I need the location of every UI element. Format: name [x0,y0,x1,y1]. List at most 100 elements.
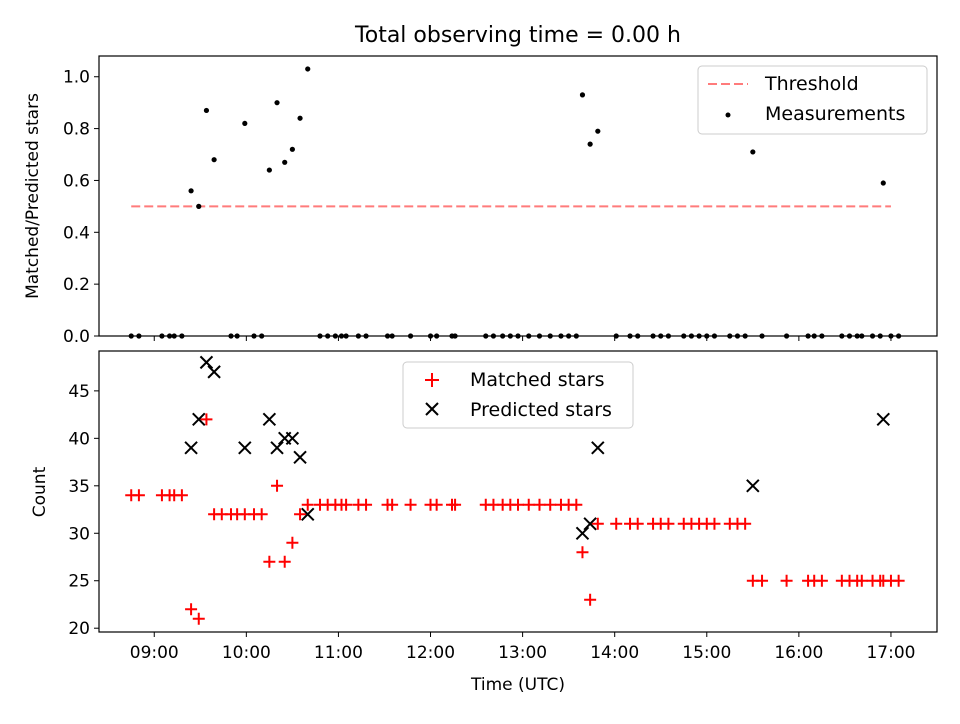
x-tick-label: 17:00 [866,643,915,663]
x-tick-label: 11:00 [314,643,363,663]
predicted-star-point [192,412,206,427]
predicted-star-point [575,526,590,540]
measurement-point [242,120,248,127]
x-tick-label: 14:00 [590,643,639,663]
ratio-legend: Threshold Measurements [697,65,928,135]
predicted-star-point [207,365,221,379]
measurement-point [266,167,272,173]
matched-legend-swatch [425,373,439,387]
ratio-y-tick-label: 1.0 [63,68,90,88]
ratio-y-tick-label: 0.8 [63,120,90,140]
matched-star-point [892,574,905,587]
count-y-tick-label: 45 [68,382,90,402]
predicted-star-point [262,412,277,427]
matched-star-point [815,574,828,587]
measurement-point [211,157,217,163]
ratio-y-tick-label: 0.6 [63,171,90,191]
matched-star-point [708,517,721,530]
x-tick-label: 15:00 [682,643,731,663]
matched-star-point [200,413,213,426]
measurement-point [289,146,295,152]
ratio-panel: 0.0 0.2 0.4 0.6 0.8 1.0 Matched/Predicted sta… [23,55,938,347]
measurement-point [188,188,194,194]
measurement-point [880,180,886,186]
predicted-star-point [199,355,214,370]
matched-star-point [662,517,675,530]
measurement-point [203,107,210,114]
matched-star-point [301,498,314,511]
ratio-y-tick-label: 0.4 [63,223,90,243]
matched-star-point [631,517,644,530]
predicted-legend-label: Predicted stars [470,399,612,421]
predicted-star-point [876,412,890,427]
threshold-legend-label: Threshold [764,73,859,95]
count-y-tick-label: 25 [68,572,90,592]
matched-star-point [576,546,589,559]
predicted-star-point [746,479,760,493]
measurement-point [282,159,288,165]
count-marks [125,355,905,625]
ratio-y-axis-label: Matched/Predicted stars [23,93,43,299]
matched-star-point [271,479,284,492]
x-tick-label: 10:00 [222,643,271,663]
count-y-tick-label: 35 [68,477,90,497]
ratio-y-tick-label: 0.2 [63,275,90,295]
x-axis-label: Time (UTC) [470,675,565,695]
predicted-star-point [591,441,605,455]
matched-star-point [512,498,524,511]
measurement-point [297,115,303,121]
matched-star-point [780,574,793,587]
count-y-tick-label: 20 [68,619,90,639]
predicted-star-point [583,517,597,531]
ratio-y-tick-label: 0.0 [63,327,90,347]
ratio-legend-box [697,65,928,135]
matched-star-point [591,517,604,530]
chart-title: Total observing time = 0.00 h [354,23,681,48]
predicted-star-point [184,441,198,455]
measurement-point [579,92,586,98]
matched-star-point [404,498,417,511]
count-y-tick-label: 30 [68,524,90,544]
matched-star-point [449,498,462,511]
matched-star-point [544,498,557,511]
count-legend-box [402,361,634,429]
matched-star-point [175,489,188,502]
predicted-star-point [238,441,252,455]
predicted-star-point [285,431,300,446]
matched-legend-label: Matched stars [470,369,604,391]
x-tick-label: 09:00 [130,643,179,663]
matched-star-point [855,574,868,587]
predicted-star-point [301,507,315,521]
measurement-point [587,141,593,147]
matched-star-point [132,489,145,502]
matched-star-point [360,498,373,511]
matched-star-point [185,603,198,616]
measurement-point [750,149,756,155]
matched-star-point [278,555,291,568]
predicted-legend-swatch [425,402,439,416]
predicted-star-point [270,441,284,455]
measurement-point [196,203,202,209]
predicted-star-point [293,450,307,465]
matched-star-point [386,498,399,511]
count-panel: 20 25 30 35 40 45 09:00 10:00 11:00 12:00 13:00 14:… [30,350,938,695]
measurement-point [595,128,601,134]
matched-star-point [286,536,299,549]
x-tick-label: 16:00 [774,643,823,663]
x-tick-label: 12:00 [406,643,455,663]
matched-star-point [610,517,623,530]
measurements-legend-swatch [725,112,731,118]
count-legend: Matched stars Predicted stars [402,361,634,429]
x-tick-label: 13:00 [498,643,547,663]
matched-star-point [522,498,535,511]
matched-star-point [430,498,443,511]
matched-star-point [192,612,205,625]
measurements-legend-label: Measurements [765,103,905,125]
count-y-tick-label: 40 [68,429,90,449]
count-y-axis-label: Count [30,466,50,517]
measurement-point [305,66,311,72]
count-plot-frame [98,350,938,633]
ratio-axes: 0.0 0.2 0.4 0.6 0.8 1.0 [63,68,892,347]
matched-star-point [263,555,276,568]
